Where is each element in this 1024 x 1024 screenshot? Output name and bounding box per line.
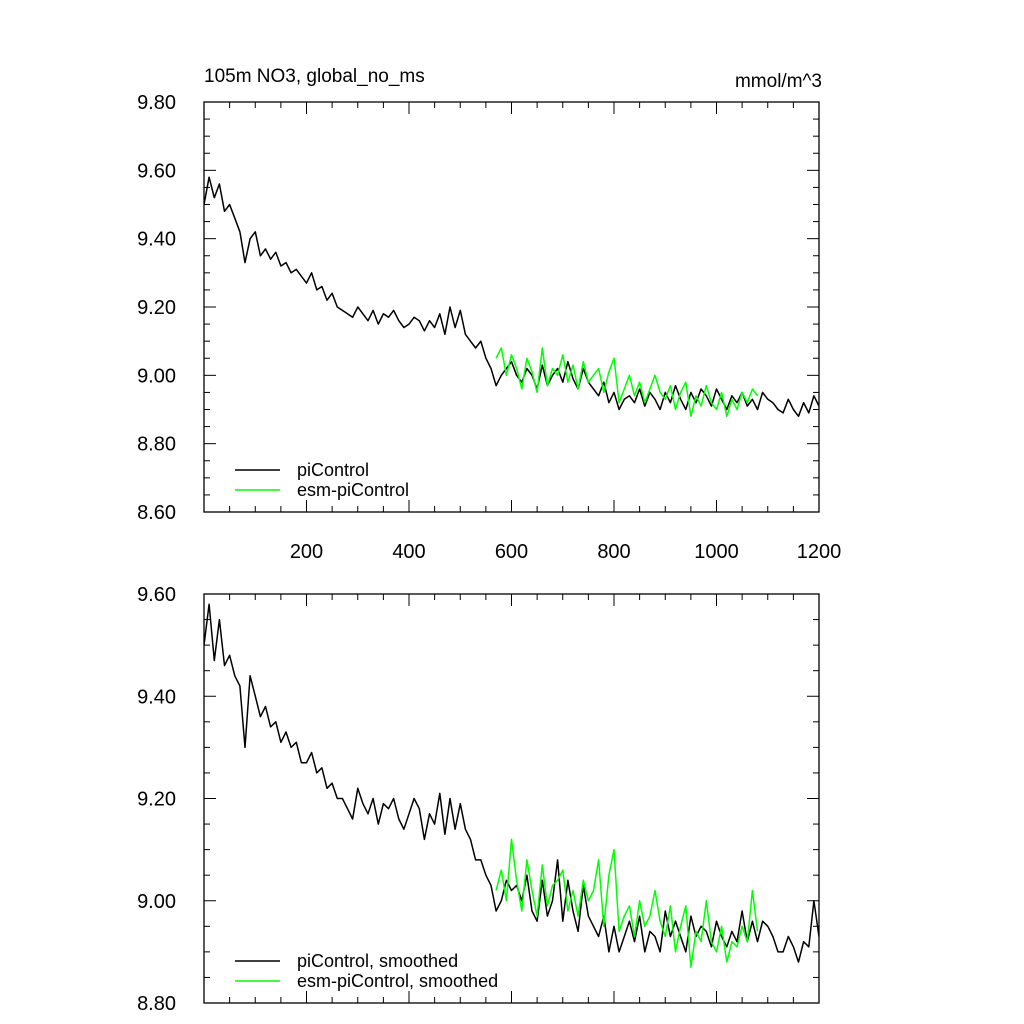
legend-label: piControl, smoothed [297,951,458,971]
bottom-panel: 8.80 9.00 9.20 9.40 9.60 piControl, smoothede… [137,584,820,1015]
legend-label: esm-piControl, smoothed [297,971,498,991]
y-tick-label: 9.00 [137,365,176,387]
y-tick-label: 8.80 [137,434,176,456]
series-line-esm-picontrol [495,347,759,418]
legend-label: esm-piControl [297,480,409,500]
y-tick-label: 9.40 [137,229,176,251]
x-tick-label: 400 [392,541,425,563]
y-tick-label: 8.60 [137,502,176,524]
plot-frame [203,593,820,1004]
x-tick-label: 1200 [797,541,842,563]
series-line-esm-picontrol [495,838,759,968]
legend-label: piControl [297,460,369,480]
series-line-picontrol [204,176,819,418]
top-panel: 8.60 8.80 9.00 9.20 9.40 9.60 9.80 200 400 600 800… [137,92,841,563]
x-tick-label: 1000 [694,541,739,563]
y-tick-label: 9.60 [137,160,176,182]
series-line-picontrol [204,603,819,963]
chart-title: 105m NO3, global_no_ms [204,66,425,87]
x-tick-label: 200 [290,541,323,563]
y-tick-label: 9.80 [137,92,176,114]
y-tick-label: 8.80 [137,993,176,1015]
y-tick-label: 9.00 [137,891,176,913]
plot-frame [203,101,820,513]
y-tick-label: 9.40 [137,686,176,708]
y-tick-label: 9.20 [137,789,176,811]
x-tick-label: 600 [495,541,528,563]
units-label: mmol/m^3 [735,71,822,92]
y-tick-label: 9.20 [137,297,176,319]
y-tick-label: 9.60 [137,584,176,606]
x-tick-label: 800 [597,541,630,563]
